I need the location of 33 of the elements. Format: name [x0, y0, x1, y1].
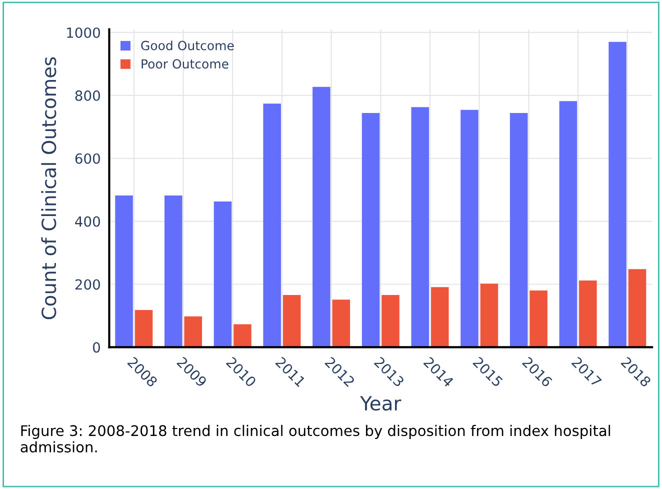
- bar: [510, 113, 528, 348]
- bar: [214, 201, 232, 348]
- legend-label: Good Outcome: [141, 40, 234, 50]
- x-axis-title: Year: [360, 396, 402, 411]
- bar: [312, 86, 330, 348]
- bar: [164, 196, 182, 348]
- bar: [480, 284, 498, 348]
- bar: [530, 290, 548, 348]
- y-tick-label: 0: [92, 342, 100, 353]
- bar: [411, 107, 430, 348]
- bar: [332, 300, 350, 348]
- bar: [115, 196, 133, 348]
- y-tick-label: 600: [75, 153, 100, 164]
- y-tick-label: 400: [75, 216, 100, 227]
- bar: [184, 316, 202, 348]
- bar: [460, 110, 478, 348]
- bar: [282, 294, 301, 348]
- bar: [263, 104, 281, 348]
- y-tick-label: 200: [75, 279, 100, 290]
- y-axis-title: Count of Clinical Outcomes: [41, 57, 56, 320]
- bar: [608, 42, 626, 348]
- bar: [362, 113, 380, 348]
- caption: Figure 3: 2008-2018 trend in clinical outcomes by disposition from index hospital admission.: [20, 424, 610, 452]
- bar: [628, 269, 646, 348]
- bar: [234, 324, 252, 348]
- y-tick-label: 1000: [67, 27, 100, 38]
- bar: [134, 310, 153, 348]
- legend-label: Poor Outcome: [142, 59, 228, 69]
- y-tick-label: 800: [75, 90, 100, 101]
- bar: [382, 294, 400, 348]
- bar: [559, 101, 578, 348]
- bar: [579, 280, 597, 348]
- bar: [430, 287, 449, 348]
